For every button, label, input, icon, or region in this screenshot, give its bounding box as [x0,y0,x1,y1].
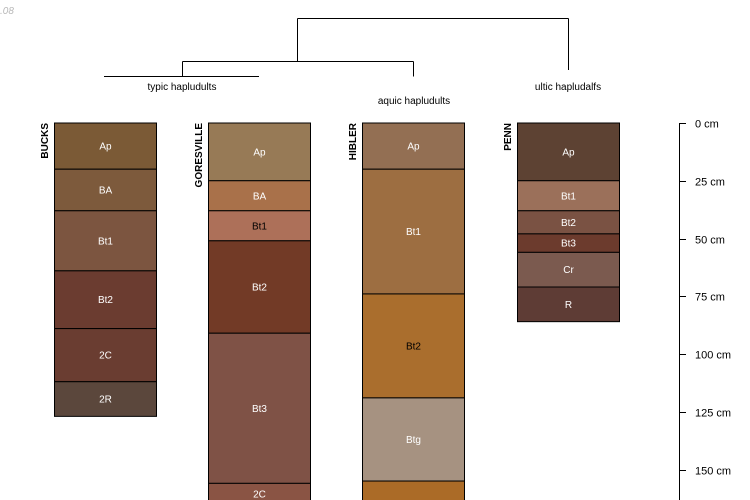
horizon-bucks-2r: 2R [54,381,157,417]
horizon-fill [517,286,620,323]
horizon-label: Ap [562,147,575,158]
horizon-fill [54,210,157,272]
horizon-label: 2R [99,395,112,406]
depth-tick-label: 0 cm [695,119,719,131]
profile-name-hibler: HIBLER [348,122,359,160]
corner-fragment-text: .08 [0,6,14,17]
dendrogram-link-hapludults [182,61,414,77]
horizon-fill [362,480,465,500]
horizon-label: Btg [406,435,421,446]
horizon-penn-ap: Ap [517,122,620,182]
horizon-label: Bt3 [561,239,576,250]
horizon-bucks-ap: Ap [54,122,157,170]
horizon-penn-r: R [517,286,620,323]
depth-tick-label: 50 cm [695,235,725,247]
group-label-ultic-hapludalfs: ultic hapludalfs [535,82,601,93]
horizon-penn-cr: Cr [517,251,620,288]
group-label-typic-hapludults: typic hapludults [148,82,217,93]
horizon-bucks-ba: BA [54,168,157,212]
horizon-fill [362,122,465,170]
horizon-goresville-bt3: Bt3 [208,332,311,484]
depth-axis: 0 cm 25 cm 50 cm 75 cm 100 cm 125 cm 150 cm [679,119,731,500]
horizon-fill [208,332,311,484]
horizon-label: Bt2 [252,283,267,294]
horizon-fill [517,122,620,182]
profile-bucks: BUCKS Ap BA Bt1 Bt2 2C 2R [40,122,157,417]
horizon-fill [54,168,157,212]
profile-penn: PENN Ap Bt1 Bt2 Bt3 Cr R [503,122,620,323]
group-labels: typic hapludults aquic hapludults ultic … [148,82,602,107]
horizon-label: Bt2 [406,341,421,352]
profile-hibler: HIBLER Ap Bt1 Bt2 Btg [348,122,465,500]
horizon-goresville-ba: BA [208,180,311,212]
horizon-label: Ap [253,147,266,158]
horizon-goresville-2c: 2C [208,482,311,500]
horizon-label: Ap [407,142,420,153]
horizon-goresville-bt1: Bt1 [208,210,311,242]
profile-goresville: GORESVILLE Ap BA Bt1 Bt2 Bt3 2C [194,122,311,500]
horizon-label: R [565,300,572,311]
horizon-fill [54,381,157,417]
dendrogram-link-root [297,18,569,70]
depth-tick-label: 75 cm [695,292,725,304]
horizon-hibler-btg: Btg [362,397,465,482]
horizon-label: Cr [563,265,574,276]
horizon-label: Bt2 [98,295,113,306]
horizon-goresville-bt2: Bt2 [208,240,311,334]
group-label-aquic-hapludults: aquic hapludults [378,96,450,107]
horizon-hibler-unlabeled-4 [362,480,465,500]
horizon-label: Bt1 [406,227,421,238]
horizon-label: 2C [99,351,112,362]
horizon-fill [208,210,311,242]
horizon-label: Bt1 [98,236,113,247]
horizon-fill [208,240,311,334]
dendrogram [104,18,569,77]
horizon-fill [517,180,620,212]
profile-name-goresville: GORESVILLE [194,123,205,188]
horizon-fill [208,482,311,500]
horizon-fill [208,122,311,182]
depth-tick-label: 125 cm [695,408,731,420]
horizon-label: 2C [253,489,266,500]
horizon-goresville-ap: Ap [208,122,311,182]
horizon-penn-bt3: Bt3 [517,233,620,253]
horizon-fill [362,397,465,482]
horizon-hibler-bt2: Bt2 [362,293,465,399]
horizon-label: Bt1 [561,191,576,202]
profile-name-bucks: BUCKS [40,123,51,159]
profile-name-penn: PENN [503,123,514,151]
horizon-bucks-2c: 2C [54,328,157,383]
horizon-fill [362,293,465,399]
depth-tick-label: 25 cm [695,177,725,189]
horizon-fill [208,180,311,212]
horizon-bucks-bt2: Bt2 [54,270,157,330]
horizon-fill [517,251,620,288]
horizon-label: Bt1 [252,221,267,232]
horizon-bucks-bt1: Bt1 [54,210,157,272]
horizon-label: Bt2 [561,218,576,229]
horizon-fill [54,270,157,330]
horizon-hibler-bt1: Bt1 [362,168,465,295]
horizon-penn-bt2: Bt2 [517,210,620,235]
horizon-penn-bt1: Bt1 [517,180,620,212]
horizon-label: BA [253,191,267,202]
horizon-label: Bt3 [252,404,267,415]
horizon-hibler-ap: Ap [362,122,465,170]
horizon-label: BA [99,185,113,196]
horizon-label: Ap [99,142,112,153]
depth-tick-label: 100 cm [695,350,731,362]
depth-tick-label: 150 cm [695,466,731,478]
